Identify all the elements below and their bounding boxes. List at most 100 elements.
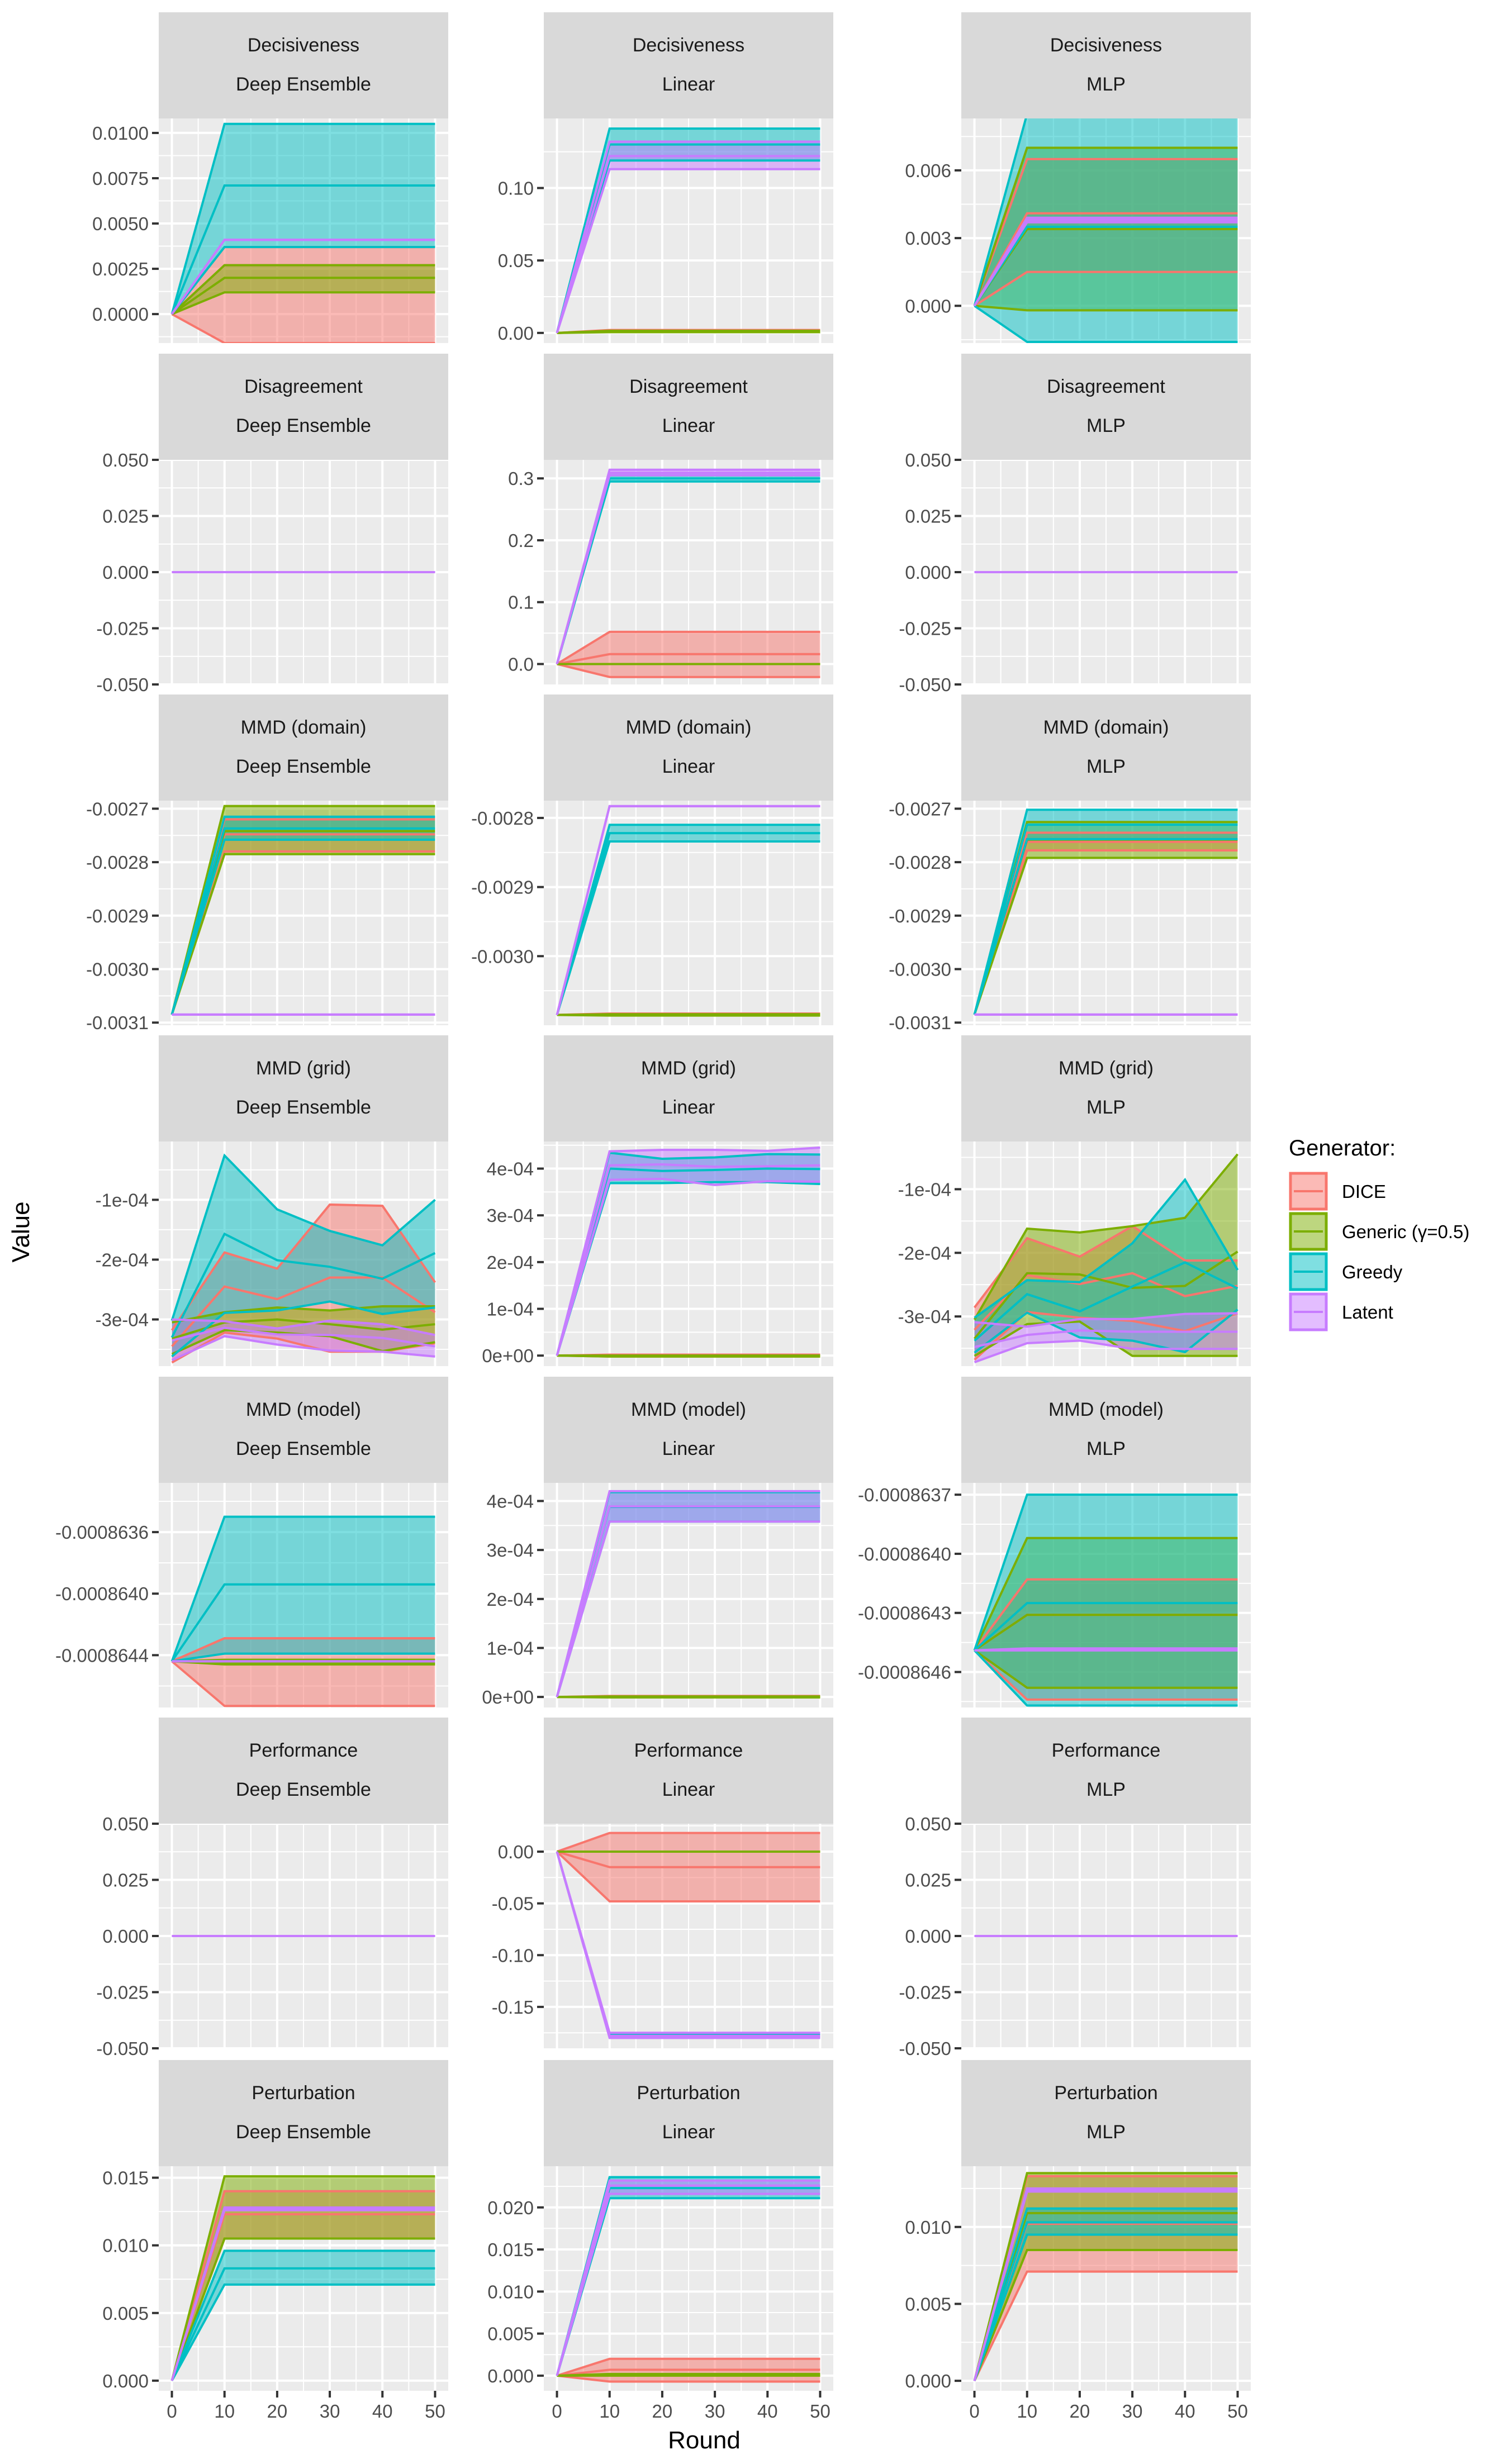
facet-model-label: Deep Ensemble xyxy=(236,1097,371,1118)
line-dice-lower xyxy=(557,2374,820,2383)
ribbon-greedy xyxy=(974,1495,1238,1706)
facet-strip xyxy=(544,12,833,118)
series-layer xyxy=(556,2176,820,2383)
line-dice-mean xyxy=(556,1851,820,1868)
line-latent-upper xyxy=(556,1851,820,2034)
series-layer xyxy=(556,1490,820,1699)
y-tick-label: 0.0100 xyxy=(92,123,149,144)
y-tick-label: 0.025 xyxy=(102,1870,149,1891)
x-tick-label: 0 xyxy=(167,2401,177,2422)
y-tick-label: -0.0008643 xyxy=(858,1603,951,1624)
legend-label: Greedy xyxy=(1342,1262,1403,1282)
y-tick-label: -0.050 xyxy=(96,674,149,695)
y-tick-label: 0.005 xyxy=(487,2324,534,2344)
line-greedy-mean xyxy=(170,1232,436,1338)
facet-model-label: Deep Ensemble xyxy=(236,1438,371,1459)
line-greedy-lower xyxy=(556,840,820,1016)
legend-label: DICE xyxy=(1342,1181,1386,1202)
ribbon-latent xyxy=(557,1491,820,1697)
y-tick-label: -0.0028 xyxy=(471,808,534,829)
y-tick-label: 2e-04 xyxy=(487,1252,534,1273)
facet-metric-label: MMD (model) xyxy=(246,1399,361,1420)
line-greedy-mean xyxy=(170,1583,435,1662)
line-generic-mean xyxy=(171,277,435,315)
y-tick-label: -0.0029 xyxy=(86,906,149,926)
y-axis-title: Value xyxy=(7,1201,35,1262)
y-tick-label: -0.0008640 xyxy=(858,1544,951,1564)
line-dice-upper xyxy=(170,2190,435,2381)
line-generic-lower xyxy=(974,305,1238,312)
y-tick-label: -0.0030 xyxy=(471,946,534,967)
y-tick-label: -0.0029 xyxy=(471,877,534,898)
line-generic-upper xyxy=(171,264,435,315)
facet-metric-label: Performance xyxy=(634,1740,743,1761)
x-axis-title: Round xyxy=(668,2427,741,2454)
series-layer xyxy=(556,468,820,678)
facet-strip xyxy=(159,354,448,460)
line-latent-upper xyxy=(974,1312,1238,1328)
series-layer xyxy=(556,127,820,334)
line-dice-lower xyxy=(171,1660,435,1707)
ribbon-greedy xyxy=(974,1179,1238,1353)
x-tick-label: 20 xyxy=(267,2401,288,2422)
facet-strip xyxy=(544,2060,833,2166)
y-tick-label: -1e-04 xyxy=(898,1179,951,1200)
facet-panel: Disagreement Linear 0.0 0.1 0.2 0.3 xyxy=(508,354,833,684)
line-latent-upper xyxy=(556,1490,820,1697)
line-greedy-upper xyxy=(170,815,435,1015)
line-generic-upper xyxy=(170,2175,435,2381)
facet-metric-label: Disagreement xyxy=(244,376,363,397)
facet-strip xyxy=(544,1718,833,1824)
ribbon-greedy xyxy=(172,1516,435,1662)
facet-strip xyxy=(961,12,1251,118)
y-tick-label: 0.005 xyxy=(905,2294,951,2314)
facet-strip xyxy=(961,695,1251,801)
facet-model-label: Deep Ensemble xyxy=(236,74,371,95)
facet-metric-label: MMD (domain) xyxy=(626,717,752,738)
y-tick-label: -2e-04 xyxy=(898,1243,951,1263)
line-latent-lower xyxy=(556,2192,820,2376)
ribbon-generic xyxy=(172,2176,435,2381)
y-tick-label: -3e-04 xyxy=(96,1309,149,1330)
line-greedy-upper xyxy=(170,1515,435,1662)
line-dice-lower xyxy=(556,1851,820,1902)
line-latent-upper xyxy=(556,805,820,1015)
y-tick-label: -0.15 xyxy=(492,1997,534,2018)
facet-model-label: MLP xyxy=(1086,1438,1126,1459)
line-greedy-upper xyxy=(170,2249,435,2381)
y-tick-label: 0.0075 xyxy=(92,168,149,189)
line-greedy-upper xyxy=(973,2207,1238,2381)
y-tick-label: 0.025 xyxy=(905,1870,951,1891)
facet-strip xyxy=(159,2060,448,2166)
series-layer xyxy=(973,1153,1239,1364)
legend-item: DICE xyxy=(1289,1172,1386,1211)
ribbon-greedy xyxy=(974,2208,1238,2381)
y-tick-label: -0.0031 xyxy=(889,1012,951,1033)
line-greedy-mean xyxy=(170,184,435,315)
y-tick-label: -0.0029 xyxy=(889,906,951,926)
y-tick-label: 4e-04 xyxy=(487,1491,534,1511)
line-greedy-mean xyxy=(170,827,435,1015)
line-latent-mean xyxy=(974,1329,1238,1348)
line-latent-lower xyxy=(556,1177,820,1356)
facet-model-label: Linear xyxy=(662,1438,715,1459)
y-tick-label: 0.005 xyxy=(102,2303,149,2324)
facet-strip xyxy=(961,354,1251,460)
facet-panel: Decisiveness Deep Ensemble 0.0000 0.0025 0.0… xyxy=(92,12,448,343)
y-tick-label: -0.0008640 xyxy=(55,1583,149,1604)
x-tick-label: 20 xyxy=(1070,2401,1090,2422)
facet-metric-label: MMD (model) xyxy=(1048,1399,1164,1420)
facet-metric-label: Perturbation xyxy=(1054,2082,1157,2104)
y-tick-label: 0.3 xyxy=(508,468,534,489)
line-greedy-upper xyxy=(556,127,820,334)
line-generic-upper xyxy=(973,1153,1238,1320)
ribbon-dice xyxy=(172,1638,435,1706)
legend-item: Latent xyxy=(1289,1292,1393,1331)
line-greedy-upper xyxy=(973,808,1238,1015)
y-tick-label: 0.000 xyxy=(102,1926,149,1947)
facet-metric-label: Decisiveness xyxy=(248,35,359,56)
line-generic-upper xyxy=(973,1537,1238,1651)
facet-strip xyxy=(961,1377,1251,1483)
facet-metric-label: Performance xyxy=(249,1740,358,1761)
